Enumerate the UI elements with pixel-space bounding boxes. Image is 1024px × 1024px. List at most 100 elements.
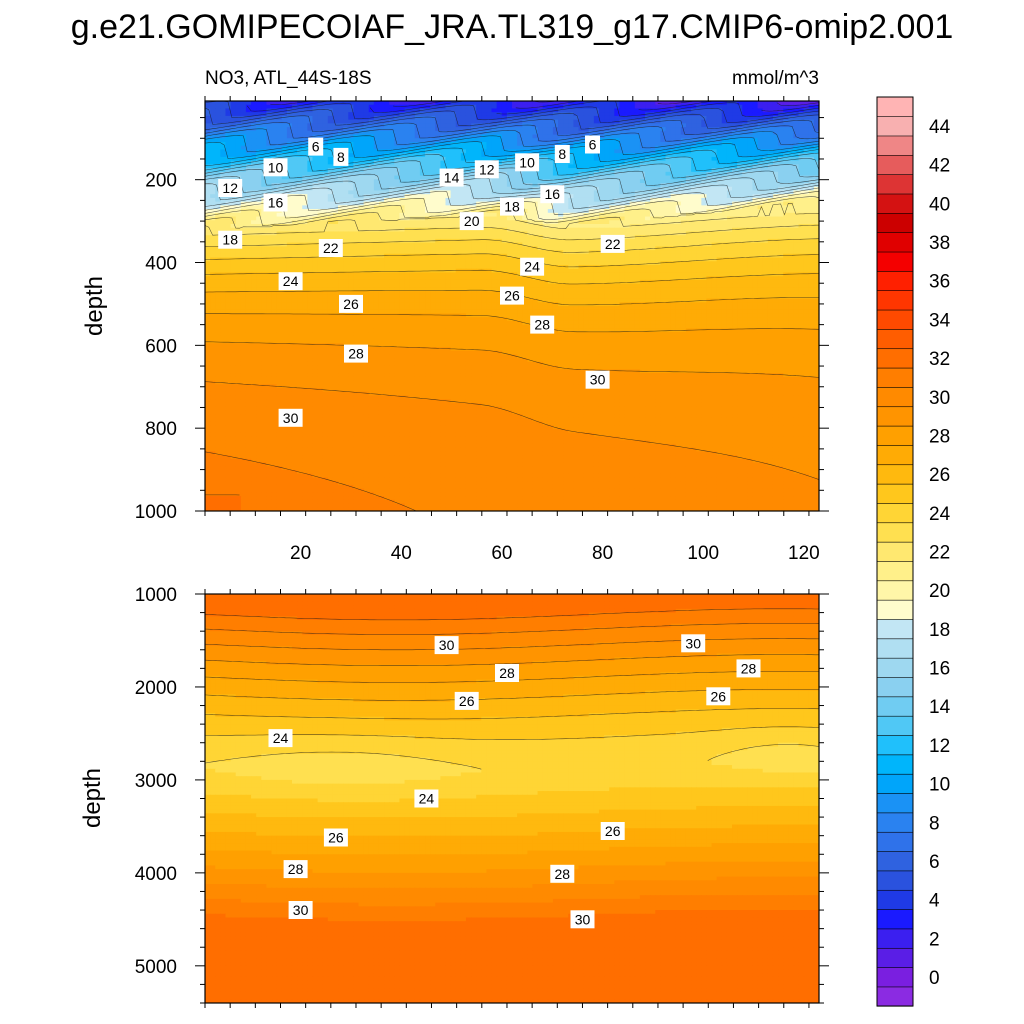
- contour-cell: [394, 127, 401, 132]
- contour-cell: [609, 149, 615, 154]
- contour-cell: [788, 238, 795, 244]
- contour-cell: [634, 238, 641, 244]
- contour-cell: [573, 253, 580, 259]
- contour-cell: [558, 101, 564, 106]
- contour-cell: [245, 242, 252, 247]
- contour-cell: [696, 156, 702, 162]
- contour-cell: [532, 142, 539, 147]
- contour-cell: [430, 235, 436, 240]
- contour-cell: [491, 156, 498, 162]
- contour-cell: [409, 130, 416, 136]
- contour-cell: [455, 130, 462, 136]
- contour-cell: [384, 138, 390, 143]
- contour-cell: [368, 209, 375, 214]
- contour-cell: [527, 253, 534, 259]
- contour-cell: [537, 101, 544, 106]
- contour-cell: [210, 168, 216, 173]
- contour-cell: [573, 227, 580, 233]
- contour-cell: [706, 175, 713, 180]
- contour-cell: [276, 127, 283, 132]
- contour-cell: [368, 227, 375, 233]
- contour-cell: [726, 160, 733, 165]
- contour-cell: [465, 175, 472, 180]
- contour-cell: [716, 130, 723, 136]
- contour-cell: [281, 250, 288, 255]
- contour-cell: [793, 209, 800, 214]
- contour-cell: [547, 238, 554, 244]
- contour-cell: [240, 246, 247, 251]
- contour-cell: [225, 224, 232, 229]
- contour-cell: [266, 153, 273, 158]
- contour-cell: [496, 216, 503, 221]
- contour-cell: [215, 253, 221, 259]
- contour-cell: [394, 242, 401, 247]
- contour-cell: [604, 197, 610, 203]
- contour-cell: [353, 115, 360, 121]
- contour-cell: [558, 179, 564, 184]
- contour-cell: [486, 101, 493, 106]
- contour-cell: [486, 227, 493, 233]
- contour-cell: [517, 250, 523, 255]
- contour-cell: [363, 112, 370, 117]
- contour-cell: [307, 227, 314, 233]
- contour-cell: [378, 164, 385, 169]
- contour-cell: [230, 250, 237, 255]
- contour-cell: [742, 142, 748, 147]
- contour-cell: [732, 149, 738, 154]
- contour-cell: [598, 108, 605, 113]
- contour-cell: [358, 205, 365, 210]
- contour-cell: [338, 134, 344, 139]
- contour-cell: [634, 194, 641, 199]
- contour-cell: [210, 164, 216, 169]
- contour-cell: [399, 183, 406, 188]
- contour-cell: [691, 145, 697, 151]
- contour-cell: [322, 112, 329, 117]
- contour-cell: [435, 145, 441, 151]
- contour-cell: [680, 205, 687, 210]
- contour-cell: [245, 227, 252, 233]
- contour-cell: [808, 164, 815, 169]
- contour-cell: [660, 216, 667, 221]
- contour-cell: [527, 115, 534, 121]
- contour-cell: [762, 190, 769, 195]
- contour-cell: [813, 231, 819, 236]
- contour-cell: [368, 186, 375, 192]
- contour-cell: [772, 250, 779, 255]
- contour-cell: [276, 253, 283, 259]
- contour-cell: [598, 227, 605, 233]
- contour-cell: [378, 220, 385, 225]
- contour-cell: [291, 216, 298, 221]
- contour-cell: [593, 183, 600, 188]
- contour-cell: [240, 153, 247, 158]
- contour-cell: [593, 197, 600, 203]
- contour-cell: [639, 231, 646, 236]
- contour-cell: [680, 160, 687, 165]
- contour-cell: [675, 164, 682, 169]
- contour-cell: [373, 179, 380, 184]
- contour-cell: [563, 220, 569, 225]
- contour-cell: [271, 253, 278, 259]
- contour-cell: [419, 142, 426, 147]
- contour-cell: [757, 250, 764, 255]
- contour-cell: [225, 220, 232, 225]
- contour-cell: [501, 235, 508, 240]
- contour-cell: [215, 194, 221, 199]
- contour-cell: [389, 231, 395, 236]
- contour-cell: [332, 112, 339, 117]
- contour-cell: [312, 197, 319, 203]
- contour-cell: [419, 130, 426, 136]
- contour-cell: [425, 227, 431, 233]
- contour-cell: [588, 231, 595, 236]
- contour-cell: [798, 194, 805, 199]
- contour-cell: [358, 186, 365, 192]
- contour-cell: [384, 250, 390, 255]
- contour-cell: [706, 197, 713, 203]
- contour-cell: [476, 119, 482, 124]
- contour-cell: [650, 224, 656, 229]
- contour-cell: [696, 149, 702, 154]
- contour-cell: [297, 130, 303, 136]
- contour-cell: [256, 235, 262, 240]
- contour-cell: [266, 108, 273, 113]
- contour-cell: [568, 212, 574, 218]
- contour-cell: [706, 183, 713, 188]
